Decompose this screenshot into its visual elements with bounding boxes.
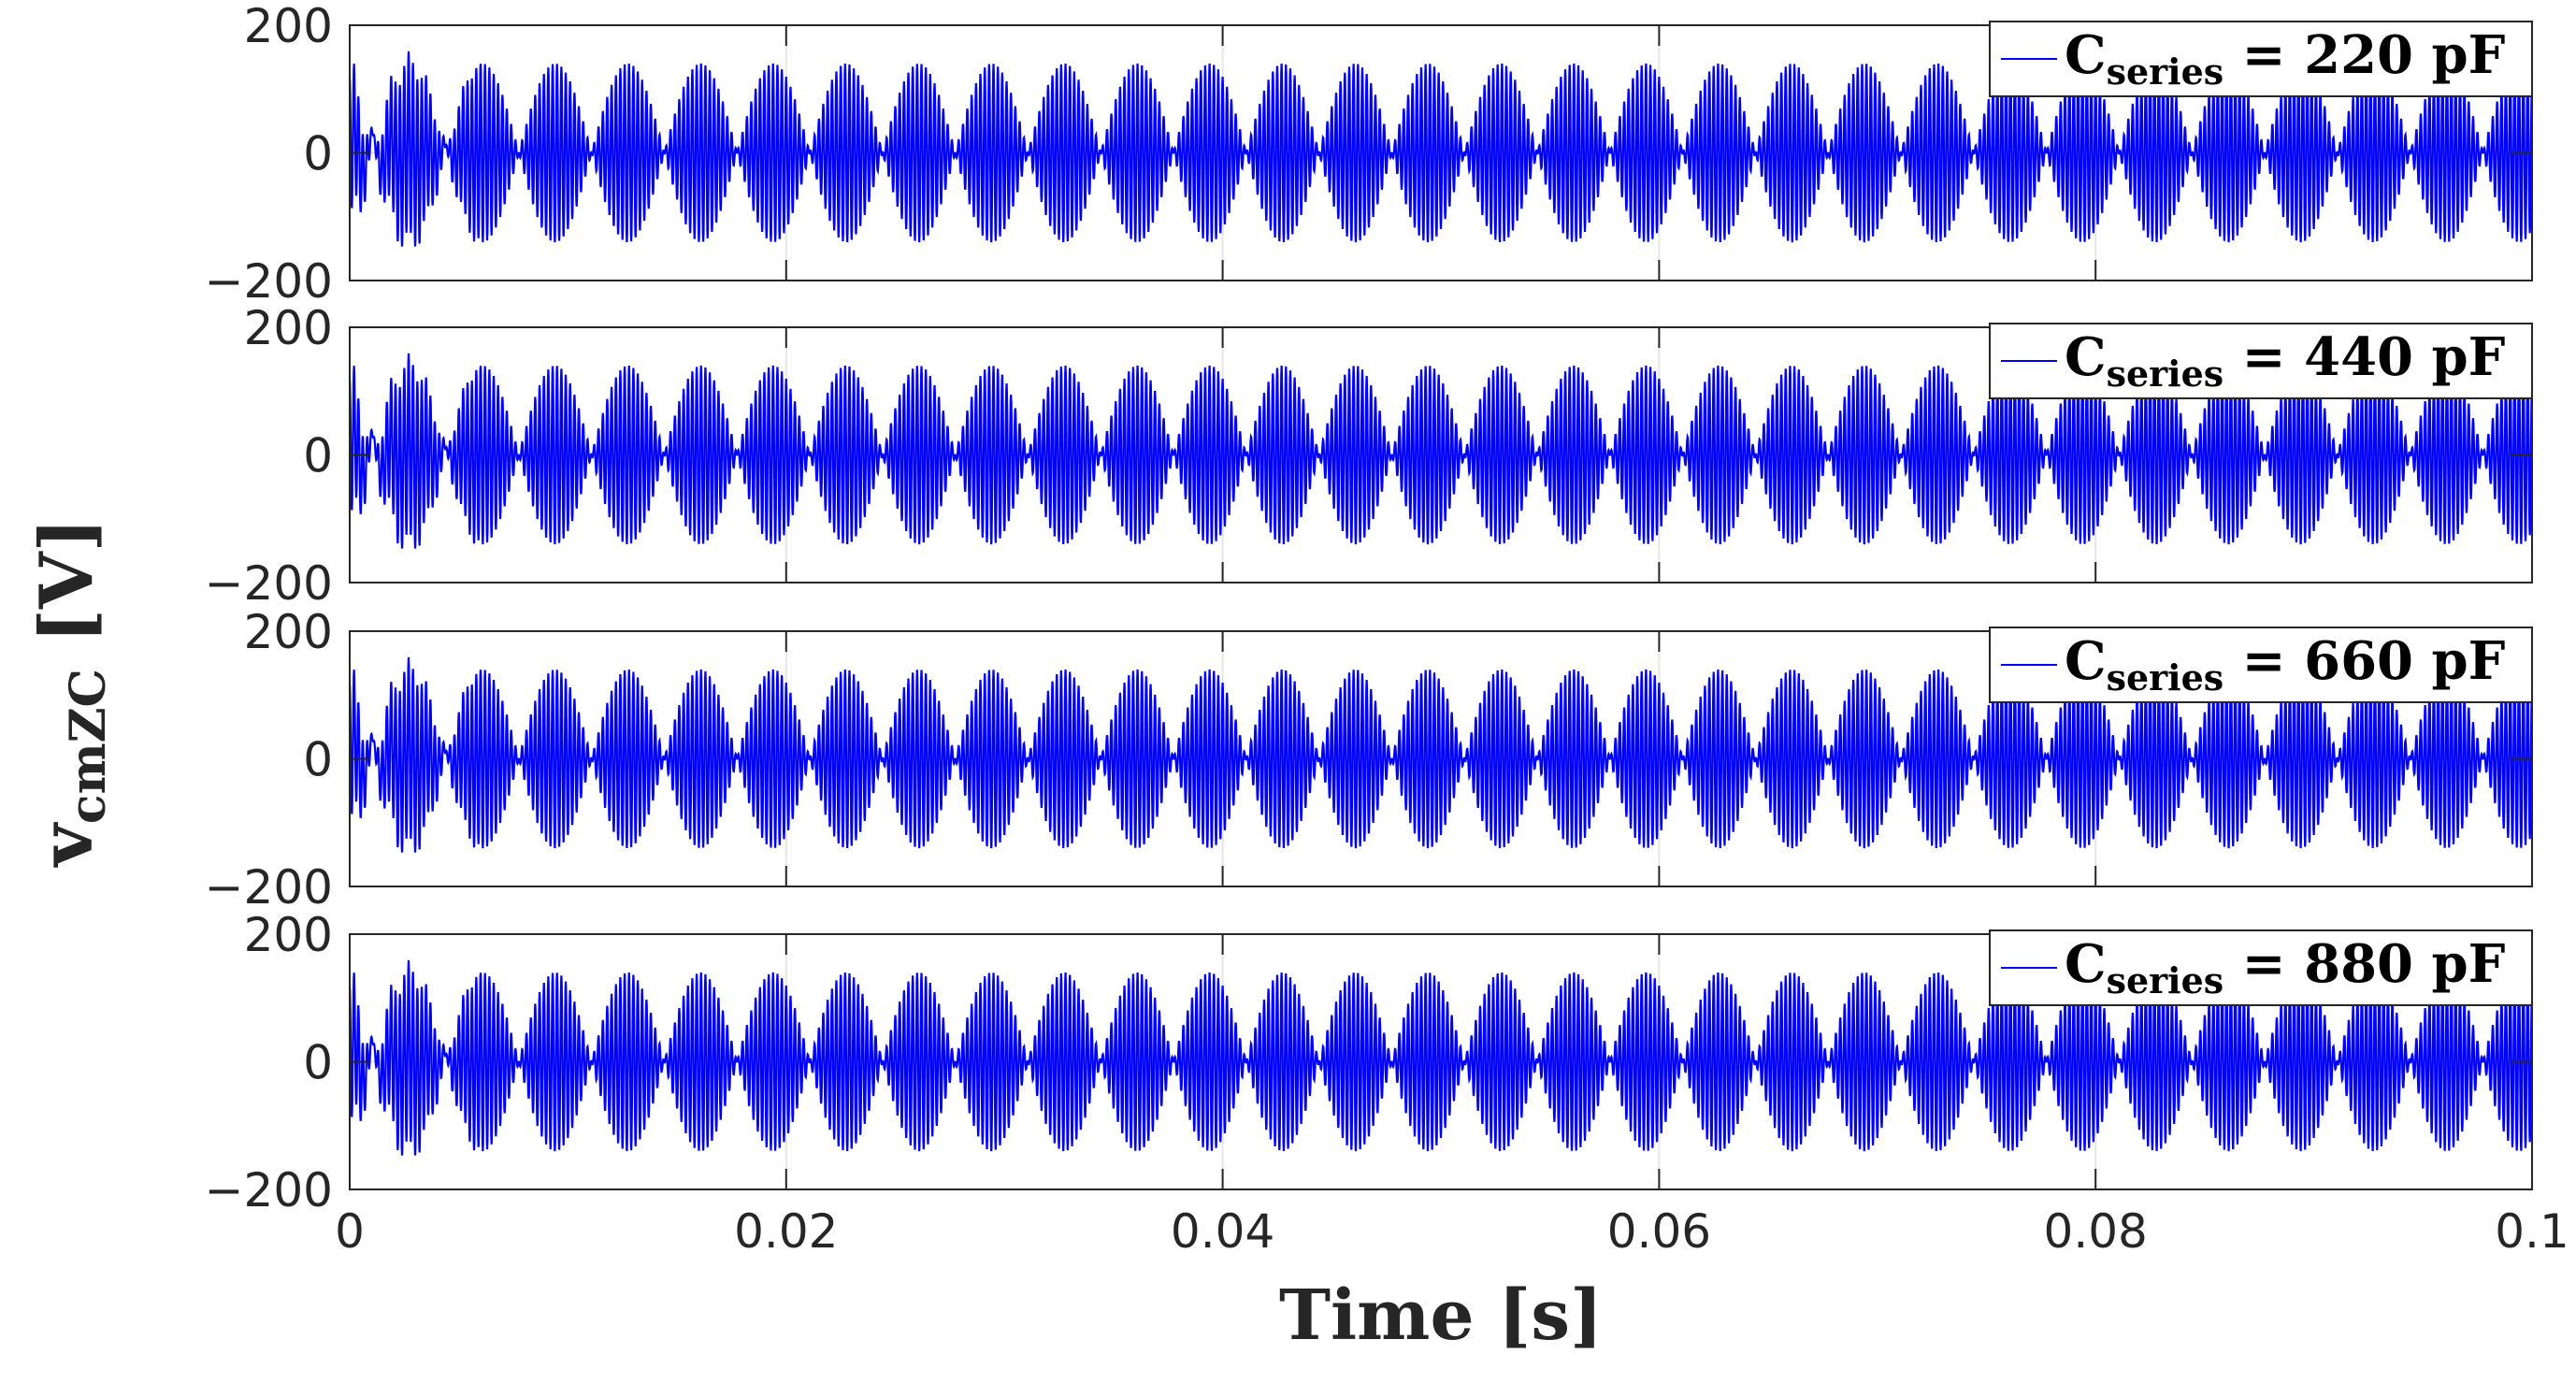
legend-entry-sub: series bbox=[2107, 959, 2224, 1001]
x-tick-label: 0.06 bbox=[1607, 1204, 1711, 1259]
y-axis-label-unit: [V] bbox=[24, 518, 109, 643]
legend-entry-value: = 220 pF bbox=[2223, 24, 2505, 86]
y-axis-label: vcmZC [V] bbox=[24, 518, 117, 869]
y-axis-label-sub: cmZC bbox=[60, 669, 117, 824]
subplot-2: 200 0 −200 Cseries = 440 pF bbox=[205, 301, 2534, 611]
legend-entry: Cseries = 880 pF bbox=[2065, 933, 2506, 1001]
legend: Cseries = 220 pF bbox=[1989, 21, 2533, 97]
y-tick-label: 200 bbox=[244, 908, 333, 962]
x-axis-label: Time [s] bbox=[1279, 1275, 1603, 1356]
svg-text:vcmZC [V]: vcmZC [V] bbox=[24, 518, 117, 869]
legend-entry-value: = 660 pF bbox=[2223, 630, 2505, 692]
series-line bbox=[348, 353, 2534, 549]
legend-entry: Cseries = 660 pF bbox=[2065, 630, 2506, 699]
y-tick-label: 200 bbox=[244, 0, 333, 53]
legend-box bbox=[1989, 21, 2533, 97]
x-tick-label: 0.02 bbox=[734, 1204, 838, 1259]
legend: Cseries = 440 pF bbox=[1989, 323, 2533, 399]
series-line bbox=[348, 959, 2534, 1156]
subplot-1: 200 0 −200 Cseries = 220 pF bbox=[205, 0, 2534, 309]
legend-entry-value: = 440 pF bbox=[2223, 326, 2505, 388]
x-tick-label: 0.08 bbox=[2044, 1204, 2148, 1259]
legend: Cseries = 660 pF bbox=[1989, 627, 2533, 703]
legend-box bbox=[1989, 929, 2533, 1006]
y-tick-label: −200 bbox=[205, 1163, 333, 1217]
legend-box bbox=[1989, 627, 2533, 703]
y-tick-label: 0 bbox=[303, 733, 333, 787]
y-tick-label: 0 bbox=[303, 429, 333, 483]
legend-entry: Cseries = 440 pF bbox=[2065, 326, 2506, 395]
legend-entry-main: C bbox=[2065, 326, 2107, 388]
legend-entry: Cseries = 220 pF bbox=[2065, 24, 2506, 93]
y-tick-label: 0 bbox=[303, 127, 333, 181]
legend-entry-sub: series bbox=[2107, 353, 2224, 395]
y-tick-label: −200 bbox=[205, 860, 333, 915]
y-tick-label: −200 bbox=[205, 254, 333, 309]
y-axis-label-main: v bbox=[24, 821, 109, 868]
subplot-3: 200 0 −200 Cseries = 660 pF bbox=[205, 605, 2534, 915]
legend-entry-sub: series bbox=[2107, 656, 2224, 699]
legend-entry-main: C bbox=[2065, 933, 2107, 995]
series-line bbox=[348, 656, 2534, 853]
legend: Cseries = 880 pF bbox=[1989, 929, 2533, 1006]
x-tick-label: 0 bbox=[335, 1204, 365, 1259]
legend-entry-main: C bbox=[2065, 24, 2107, 86]
legend-box bbox=[1989, 323, 2533, 399]
x-tick-label: 0.04 bbox=[1171, 1204, 1274, 1259]
x-tick-label: 0.1 bbox=[2495, 1204, 2569, 1259]
y-tick-label: 200 bbox=[244, 605, 333, 659]
series-line bbox=[348, 50, 2534, 247]
y-tick-label: −200 bbox=[205, 556, 333, 611]
legend-entry-sub: series bbox=[2107, 50, 2224, 93]
y-axis-label-spacer bbox=[24, 643, 109, 669]
legend-entry-main: C bbox=[2065, 630, 2107, 692]
legend-entry-value: = 880 pF bbox=[2223, 933, 2505, 995]
y-tick-label: 200 bbox=[244, 301, 333, 355]
y-tick-label: 0 bbox=[303, 1036, 333, 1090]
